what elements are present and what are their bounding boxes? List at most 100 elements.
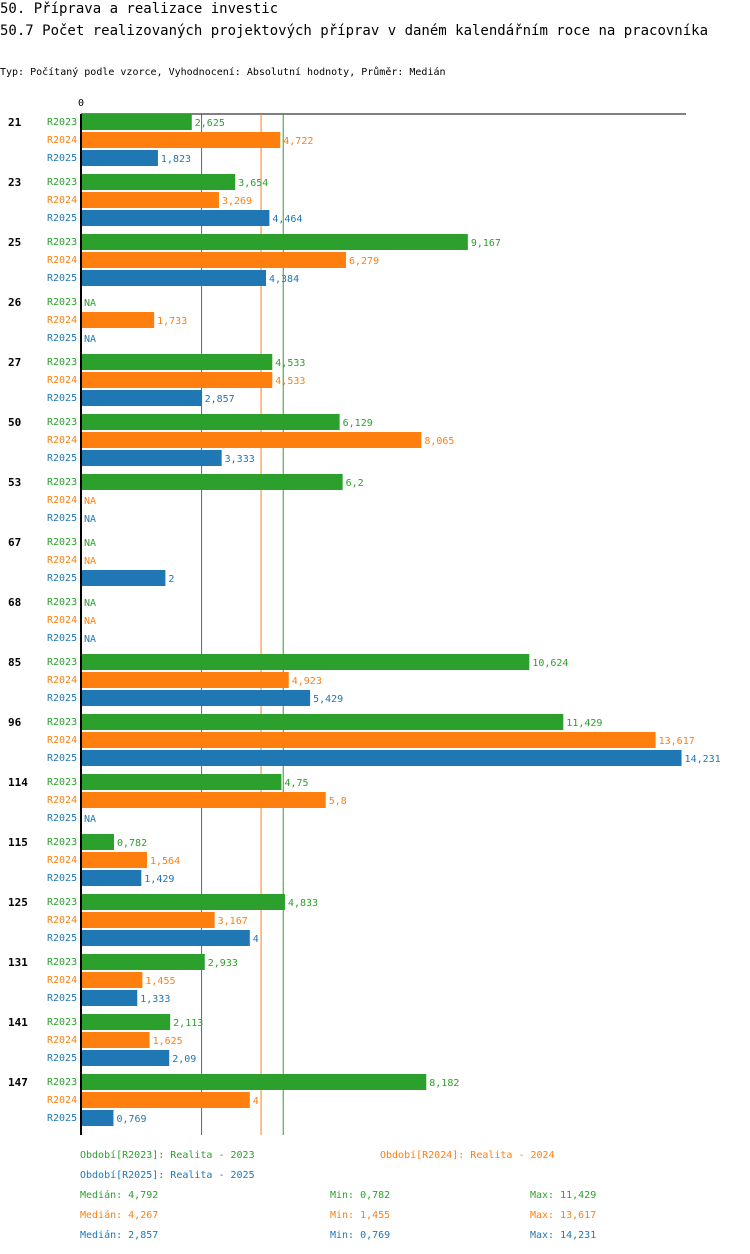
value-label: 4,533 [275,376,305,387]
stat-max-r2024: Max: 13,617 [530,1210,597,1221]
bar [81,690,311,706]
series-label: R2024 [47,975,77,986]
value-label: 4 [253,934,259,945]
value-label: 10,624 [532,658,568,669]
value-label: 6,129 [343,418,373,429]
value-label: 4,464 [272,214,302,225]
stat-max-r2025: Max: 14,231 [530,1230,597,1241]
series-label: R2024 [47,615,77,626]
bar [81,852,148,868]
value-label: 2,09 [172,1054,196,1065]
bar [81,414,340,430]
bar [81,432,422,448]
series-label: R2023 [47,117,77,128]
value-label: 4,833 [288,898,318,909]
bar [81,1014,171,1030]
bar [81,870,142,886]
value-label: 3,654 [238,178,268,189]
value-label: 1,455 [145,976,175,987]
stat-median-r2024: Medián: 4,267 [80,1210,159,1221]
stat-max-r2023: Max: 11,429 [530,1190,597,1201]
series-label: R2023 [47,897,77,908]
series-label: R2023 [47,417,77,428]
bar [81,234,468,250]
stat-min-r2023: Min: 0,782 [330,1190,391,1201]
series-label: R2025 [47,513,77,524]
value-label: 3,167 [218,916,248,927]
value-label: 4,923 [292,676,322,687]
bar [81,732,656,748]
stat-min-r2025: Min: 0,769 [330,1230,391,1241]
bar [81,654,530,670]
x-tick-label: 0 [78,98,84,109]
value-label: 4,75 [284,778,308,789]
series-label: R2023 [47,177,77,188]
bar [81,930,250,946]
series-label: R2025 [47,633,77,644]
bar [81,174,236,190]
series-label: R2023 [47,837,77,848]
bar [81,714,564,730]
category-label: 50 [8,416,21,429]
series-label: R2024 [47,255,77,266]
series-label: R2023 [47,957,77,968]
value-label: 8,182 [429,1078,459,1089]
bar [81,1074,427,1090]
value-label: 1,625 [153,1036,183,1047]
bar [81,672,289,688]
series-label: R2023 [47,537,77,548]
series-label: R2024 [47,1095,77,1106]
series-label: R2024 [47,135,77,146]
chart-type-line: Typ: Počítaný podle vzorce, Vyhodnocení:… [0,67,446,78]
category-label: 147 [8,1076,28,1089]
series-label: R2025 [47,1113,77,1124]
series-label: R2025 [47,333,77,344]
value-label: NA [84,616,96,627]
value-label: 13,617 [659,736,695,747]
category-label: 96 [8,716,22,729]
value-label: 1,733 [157,316,187,327]
value-label: NA [84,814,96,825]
value-label: NA [84,598,96,609]
stat-median-r2023: Medián: 4,792 [80,1190,159,1201]
series-label: R2023 [47,1017,77,1028]
bar [81,972,143,988]
bar [81,474,343,490]
value-label: 8,065 [424,436,454,447]
category-label: 68 [8,596,21,609]
category-label: 53 [8,476,21,489]
bar [81,954,205,970]
category-label: 26 [8,296,22,309]
bar [81,1032,150,1048]
category-label: 85 [8,656,21,669]
value-label: 2,857 [205,394,235,405]
category-label: 115 [8,836,28,849]
series-label: R2024 [47,915,77,926]
series-label: R2025 [47,693,77,704]
series-label: R2024 [47,375,77,386]
bar [81,1092,250,1108]
value-label: 5,8 [329,796,347,807]
series-label: R2025 [47,453,77,464]
series-label: R2025 [47,933,77,944]
series-label: R2025 [47,573,77,584]
chart-title: 50. Příprava a realizace investic [0,1,279,17]
series-label: R2023 [47,717,77,728]
bar [81,774,282,790]
value-label: 14,231 [685,754,721,765]
bar [81,270,267,286]
series-label: R2025 [47,153,77,164]
value-label: 1,429 [144,874,174,885]
bar [81,570,166,586]
category-label: 25 [8,236,21,249]
value-label: 3,269 [222,196,252,207]
value-label: NA [84,496,96,507]
value-label: 11,429 [566,718,602,729]
series-label: R2023 [47,297,77,308]
category-label: 125 [8,896,28,909]
bar [81,114,192,130]
category-label: 141 [8,1016,28,1029]
bar [81,192,219,208]
value-label: 3,333 [225,454,255,465]
value-label: 6,279 [349,256,379,267]
